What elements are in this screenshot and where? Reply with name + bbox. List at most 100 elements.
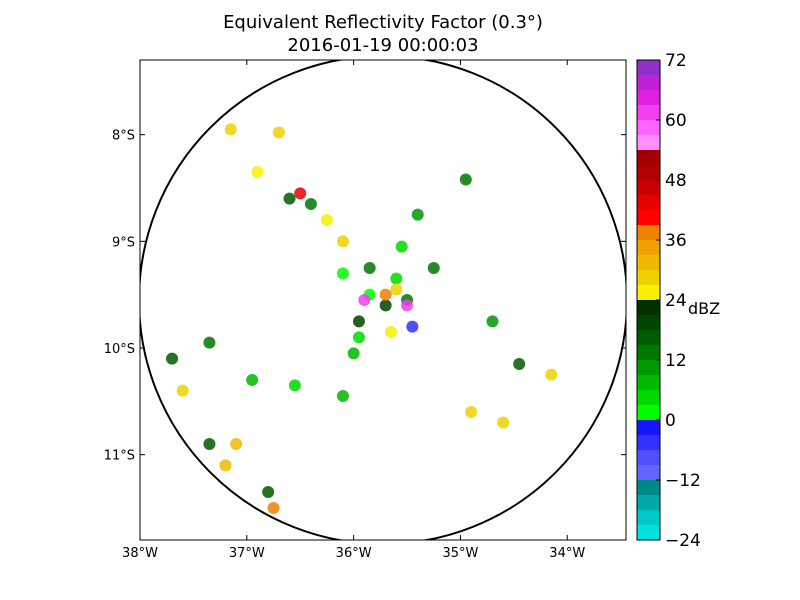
echo-cell bbox=[336, 235, 349, 248]
echo-cell bbox=[272, 126, 285, 139]
echo-cell bbox=[352, 331, 365, 344]
y-tick-label: 11°S bbox=[104, 449, 135, 464]
colorbar-bin bbox=[637, 120, 660, 135]
colorbar-bin bbox=[637, 330, 660, 345]
colorbar-bin bbox=[637, 345, 660, 360]
echo-cell bbox=[176, 384, 189, 397]
echo-cell bbox=[401, 299, 414, 312]
colorbar-bin bbox=[637, 525, 660, 540]
x-tick-label: 36°W bbox=[336, 546, 372, 561]
echo-cell bbox=[363, 262, 376, 274]
echo-cell bbox=[497, 416, 510, 429]
colorbar-tick-label: 36 bbox=[665, 231, 687, 251]
x-tick-label: 34°W bbox=[549, 546, 585, 561]
chart-title: Equivalent Reflectivity Factor (0.3°) bbox=[223, 12, 543, 33]
echo-cell bbox=[352, 315, 365, 328]
colorbar-bin bbox=[637, 405, 660, 420]
echo-cell bbox=[219, 459, 232, 472]
colorbar-bin bbox=[637, 450, 660, 465]
colorbar-tick-label: 72 bbox=[665, 51, 687, 71]
colorbar-bin bbox=[637, 285, 660, 300]
colorbar-bin bbox=[637, 195, 660, 210]
colorbar-bin bbox=[637, 495, 660, 510]
colorbar-label: dBZ bbox=[688, 299, 720, 318]
colorbar-bin bbox=[637, 420, 660, 435]
echo-cell bbox=[390, 283, 403, 296]
echo-cell bbox=[251, 166, 264, 178]
colorbar-tick-label: 12 bbox=[665, 351, 687, 371]
echo-layer bbox=[166, 123, 558, 514]
colorbar-bin bbox=[637, 300, 660, 315]
colorbar-bin bbox=[637, 135, 660, 150]
echo-cell bbox=[304, 198, 317, 210]
colorbar-tick-label: 24 bbox=[665, 291, 687, 311]
colorbar-bin bbox=[637, 270, 660, 285]
colorbar-tick-label: −24 bbox=[665, 531, 701, 551]
x-tick-label: 38°W bbox=[122, 546, 158, 561]
colorbar-bin bbox=[637, 315, 660, 330]
echo-cell bbox=[427, 262, 440, 274]
echo-cell bbox=[294, 187, 307, 200]
echo-cell bbox=[406, 320, 419, 333]
x-tick-label: 35°W bbox=[442, 546, 478, 561]
echo-cell bbox=[267, 502, 280, 514]
colorbar-bin bbox=[637, 510, 660, 525]
echo-cell bbox=[320, 214, 333, 226]
colorbar-bin bbox=[637, 165, 660, 180]
colorbar-bin bbox=[637, 210, 660, 225]
colorbar-tick-label: −12 bbox=[665, 471, 701, 491]
colorbar-bin bbox=[637, 255, 660, 270]
echo-cell bbox=[203, 438, 216, 450]
echo-cell bbox=[166, 352, 179, 365]
chart-subtitle: 2016-01-19 00:00:03 bbox=[287, 35, 479, 56]
colorbar-bin bbox=[637, 375, 660, 390]
echo-cell bbox=[203, 336, 216, 349]
echo-cell bbox=[385, 326, 398, 338]
echo-cell bbox=[224, 123, 237, 136]
x-tick-label: 37°W bbox=[229, 546, 265, 561]
colorbar-bin bbox=[637, 225, 660, 240]
colorbar-bin bbox=[637, 390, 660, 405]
echo-cell bbox=[459, 173, 472, 186]
echo-cell bbox=[262, 486, 275, 498]
echo-cell bbox=[545, 368, 558, 381]
colorbar-bin bbox=[637, 180, 660, 195]
colorbar-bin bbox=[637, 465, 660, 480]
echo-cell bbox=[395, 240, 408, 253]
colorbar-bin bbox=[637, 480, 660, 495]
echo-cell bbox=[336, 390, 349, 402]
colorbar: 72 60 48 36 24 12 0 −12 −24 bbox=[636, 51, 701, 551]
echo-cell bbox=[358, 294, 371, 306]
echo-cell bbox=[288, 379, 301, 392]
echo-cell bbox=[379, 288, 392, 301]
echo-cell bbox=[347, 347, 360, 360]
y-axis: 8°S 9°S 10°S 11°S bbox=[104, 129, 626, 464]
colorbar-tick-label: 0 bbox=[665, 411, 676, 431]
colorbar-bin bbox=[637, 75, 660, 90]
colorbar-tick-label: 60 bbox=[665, 111, 687, 131]
colorbar-bin bbox=[637, 240, 660, 255]
colorbar-tick-label: 48 bbox=[665, 171, 687, 191]
echo-cell bbox=[486, 315, 499, 328]
echo-cell bbox=[336, 267, 349, 280]
y-tick-label: 10°S bbox=[104, 342, 135, 357]
colorbar-bin bbox=[637, 60, 660, 75]
y-tick-label: 9°S bbox=[112, 235, 135, 250]
echo-cell bbox=[390, 272, 403, 285]
echo-cell bbox=[513, 358, 526, 370]
echo-cell bbox=[379, 299, 392, 312]
echo-cell bbox=[283, 192, 296, 205]
colorbar-bin bbox=[637, 150, 660, 165]
echo-cell bbox=[246, 374, 259, 386]
plot-frame bbox=[139, 59, 627, 541]
colorbar-bin bbox=[637, 360, 660, 375]
echo-cell bbox=[411, 208, 424, 221]
echo-cell bbox=[465, 406, 478, 418]
colorbar-bin bbox=[637, 105, 660, 120]
echo-cell bbox=[230, 438, 243, 450]
y-tick-label: 8°S bbox=[112, 129, 135, 144]
colorbar-bin bbox=[637, 90, 660, 105]
x-axis: 38°W 37°W 36°W 35°W 34°W bbox=[122, 60, 585, 561]
